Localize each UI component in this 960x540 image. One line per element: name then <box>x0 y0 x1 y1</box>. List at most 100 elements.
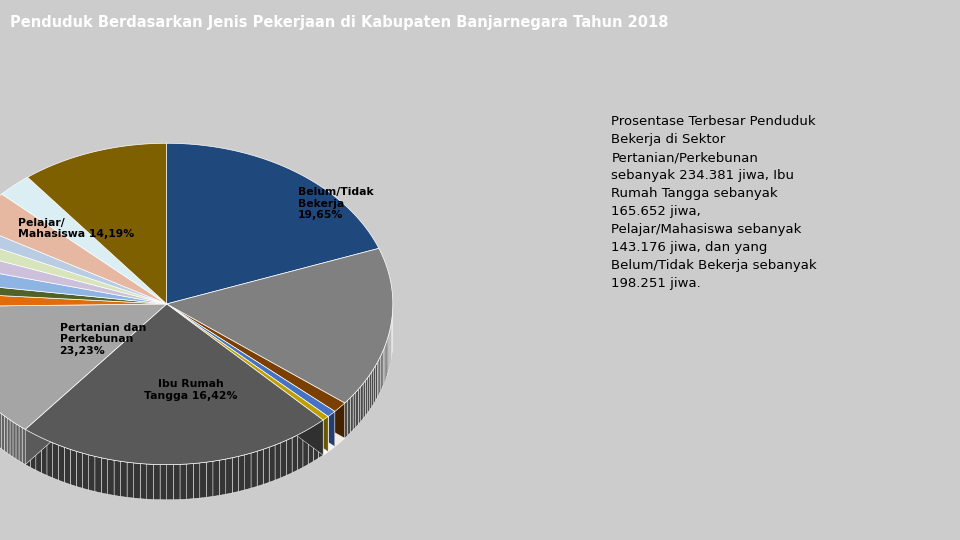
Polygon shape <box>133 463 140 499</box>
Polygon shape <box>269 445 275 482</box>
Polygon shape <box>358 387 361 424</box>
Polygon shape <box>127 462 133 498</box>
Polygon shape <box>76 451 83 488</box>
Polygon shape <box>167 304 328 451</box>
Polygon shape <box>101 458 108 494</box>
Polygon shape <box>387 337 388 375</box>
Polygon shape <box>353 392 356 430</box>
Polygon shape <box>108 459 114 495</box>
Polygon shape <box>193 463 200 499</box>
Polygon shape <box>375 363 377 401</box>
Polygon shape <box>36 435 41 473</box>
Polygon shape <box>0 194 167 304</box>
Polygon shape <box>361 383 363 422</box>
Polygon shape <box>363 381 366 419</box>
Polygon shape <box>385 343 386 382</box>
Polygon shape <box>167 304 345 438</box>
Polygon shape <box>167 304 345 411</box>
Polygon shape <box>180 464 186 500</box>
Polygon shape <box>70 449 76 487</box>
Polygon shape <box>286 438 292 475</box>
Polygon shape <box>0 293 167 307</box>
Polygon shape <box>47 440 53 478</box>
Polygon shape <box>167 304 328 451</box>
Polygon shape <box>31 433 36 470</box>
Polygon shape <box>386 340 387 379</box>
Polygon shape <box>167 304 328 420</box>
Polygon shape <box>114 460 121 496</box>
Polygon shape <box>2 414 4 451</box>
Polygon shape <box>382 350 383 388</box>
Polygon shape <box>319 420 324 458</box>
Polygon shape <box>356 389 358 427</box>
Polygon shape <box>22 428 25 464</box>
Polygon shape <box>88 455 95 491</box>
Polygon shape <box>348 397 350 436</box>
Polygon shape <box>368 375 370 413</box>
Polygon shape <box>147 464 154 500</box>
Polygon shape <box>0 249 167 304</box>
Polygon shape <box>0 304 167 342</box>
Polygon shape <box>220 459 226 495</box>
Polygon shape <box>206 461 213 497</box>
Polygon shape <box>25 304 167 464</box>
Polygon shape <box>25 304 324 464</box>
Polygon shape <box>281 440 286 478</box>
Text: Belum/Tidak
Bekerja
19,65%: Belum/Tidak Bekerja 19,65% <box>298 187 373 220</box>
Polygon shape <box>167 304 345 438</box>
Polygon shape <box>10 420 12 457</box>
Polygon shape <box>308 427 313 464</box>
Polygon shape <box>95 456 101 493</box>
Polygon shape <box>167 464 174 500</box>
Polygon shape <box>4 416 7 453</box>
Text: Ibu Rumah
Tangga 16,42%: Ibu Rumah Tangga 16,42% <box>144 379 237 401</box>
Polygon shape <box>370 372 372 410</box>
Polygon shape <box>275 443 281 480</box>
Polygon shape <box>0 411 2 449</box>
Polygon shape <box>154 464 160 500</box>
Polygon shape <box>167 143 379 304</box>
Polygon shape <box>377 360 379 398</box>
Polygon shape <box>174 464 180 500</box>
Polygon shape <box>167 304 324 455</box>
Polygon shape <box>303 429 308 468</box>
Polygon shape <box>373 366 375 404</box>
Polygon shape <box>59 445 64 482</box>
Text: Pelajar/
Mahasiswa 14,19%: Pelajar/ Mahasiswa 14,19% <box>18 218 134 239</box>
Polygon shape <box>16 424 19 461</box>
Polygon shape <box>245 453 251 490</box>
Polygon shape <box>345 400 348 438</box>
Polygon shape <box>298 432 303 470</box>
Polygon shape <box>313 423 319 462</box>
Polygon shape <box>0 224 167 304</box>
Polygon shape <box>7 418 10 455</box>
Polygon shape <box>41 438 47 475</box>
Polygon shape <box>251 451 257 488</box>
Polygon shape <box>25 304 167 464</box>
Polygon shape <box>372 369 373 407</box>
Polygon shape <box>232 456 238 493</box>
Polygon shape <box>186 463 193 499</box>
Polygon shape <box>160 464 167 500</box>
Polygon shape <box>83 453 88 490</box>
Polygon shape <box>379 356 380 395</box>
Text: Pertanian dan
Perkebunan
23,23%: Pertanian dan Perkebunan 23,23% <box>60 322 146 356</box>
Polygon shape <box>200 462 206 498</box>
Polygon shape <box>0 304 167 342</box>
Text: Penduduk Berdasarkan Jenis Pekerjaan di Kabupaten Banjarnegara Tahun 2018: Penduduk Berdasarkan Jenis Pekerjaan di … <box>10 15 668 30</box>
Polygon shape <box>19 426 22 463</box>
Polygon shape <box>25 429 31 468</box>
Polygon shape <box>53 443 59 480</box>
Polygon shape <box>0 236 167 304</box>
Polygon shape <box>383 347 385 385</box>
Polygon shape <box>380 353 382 392</box>
Polygon shape <box>167 304 324 455</box>
Polygon shape <box>167 304 335 416</box>
Polygon shape <box>121 461 127 497</box>
Polygon shape <box>213 460 220 496</box>
Polygon shape <box>12 422 16 459</box>
Polygon shape <box>28 143 167 304</box>
Polygon shape <box>350 395 353 433</box>
Text: Prosentase Terbesar Penduduk
Bekerja di Sektor
Pertanian/Perkebunan
sebanyak 234: Prosentase Terbesar Penduduk Bekerja di … <box>612 115 817 290</box>
Polygon shape <box>366 378 368 416</box>
